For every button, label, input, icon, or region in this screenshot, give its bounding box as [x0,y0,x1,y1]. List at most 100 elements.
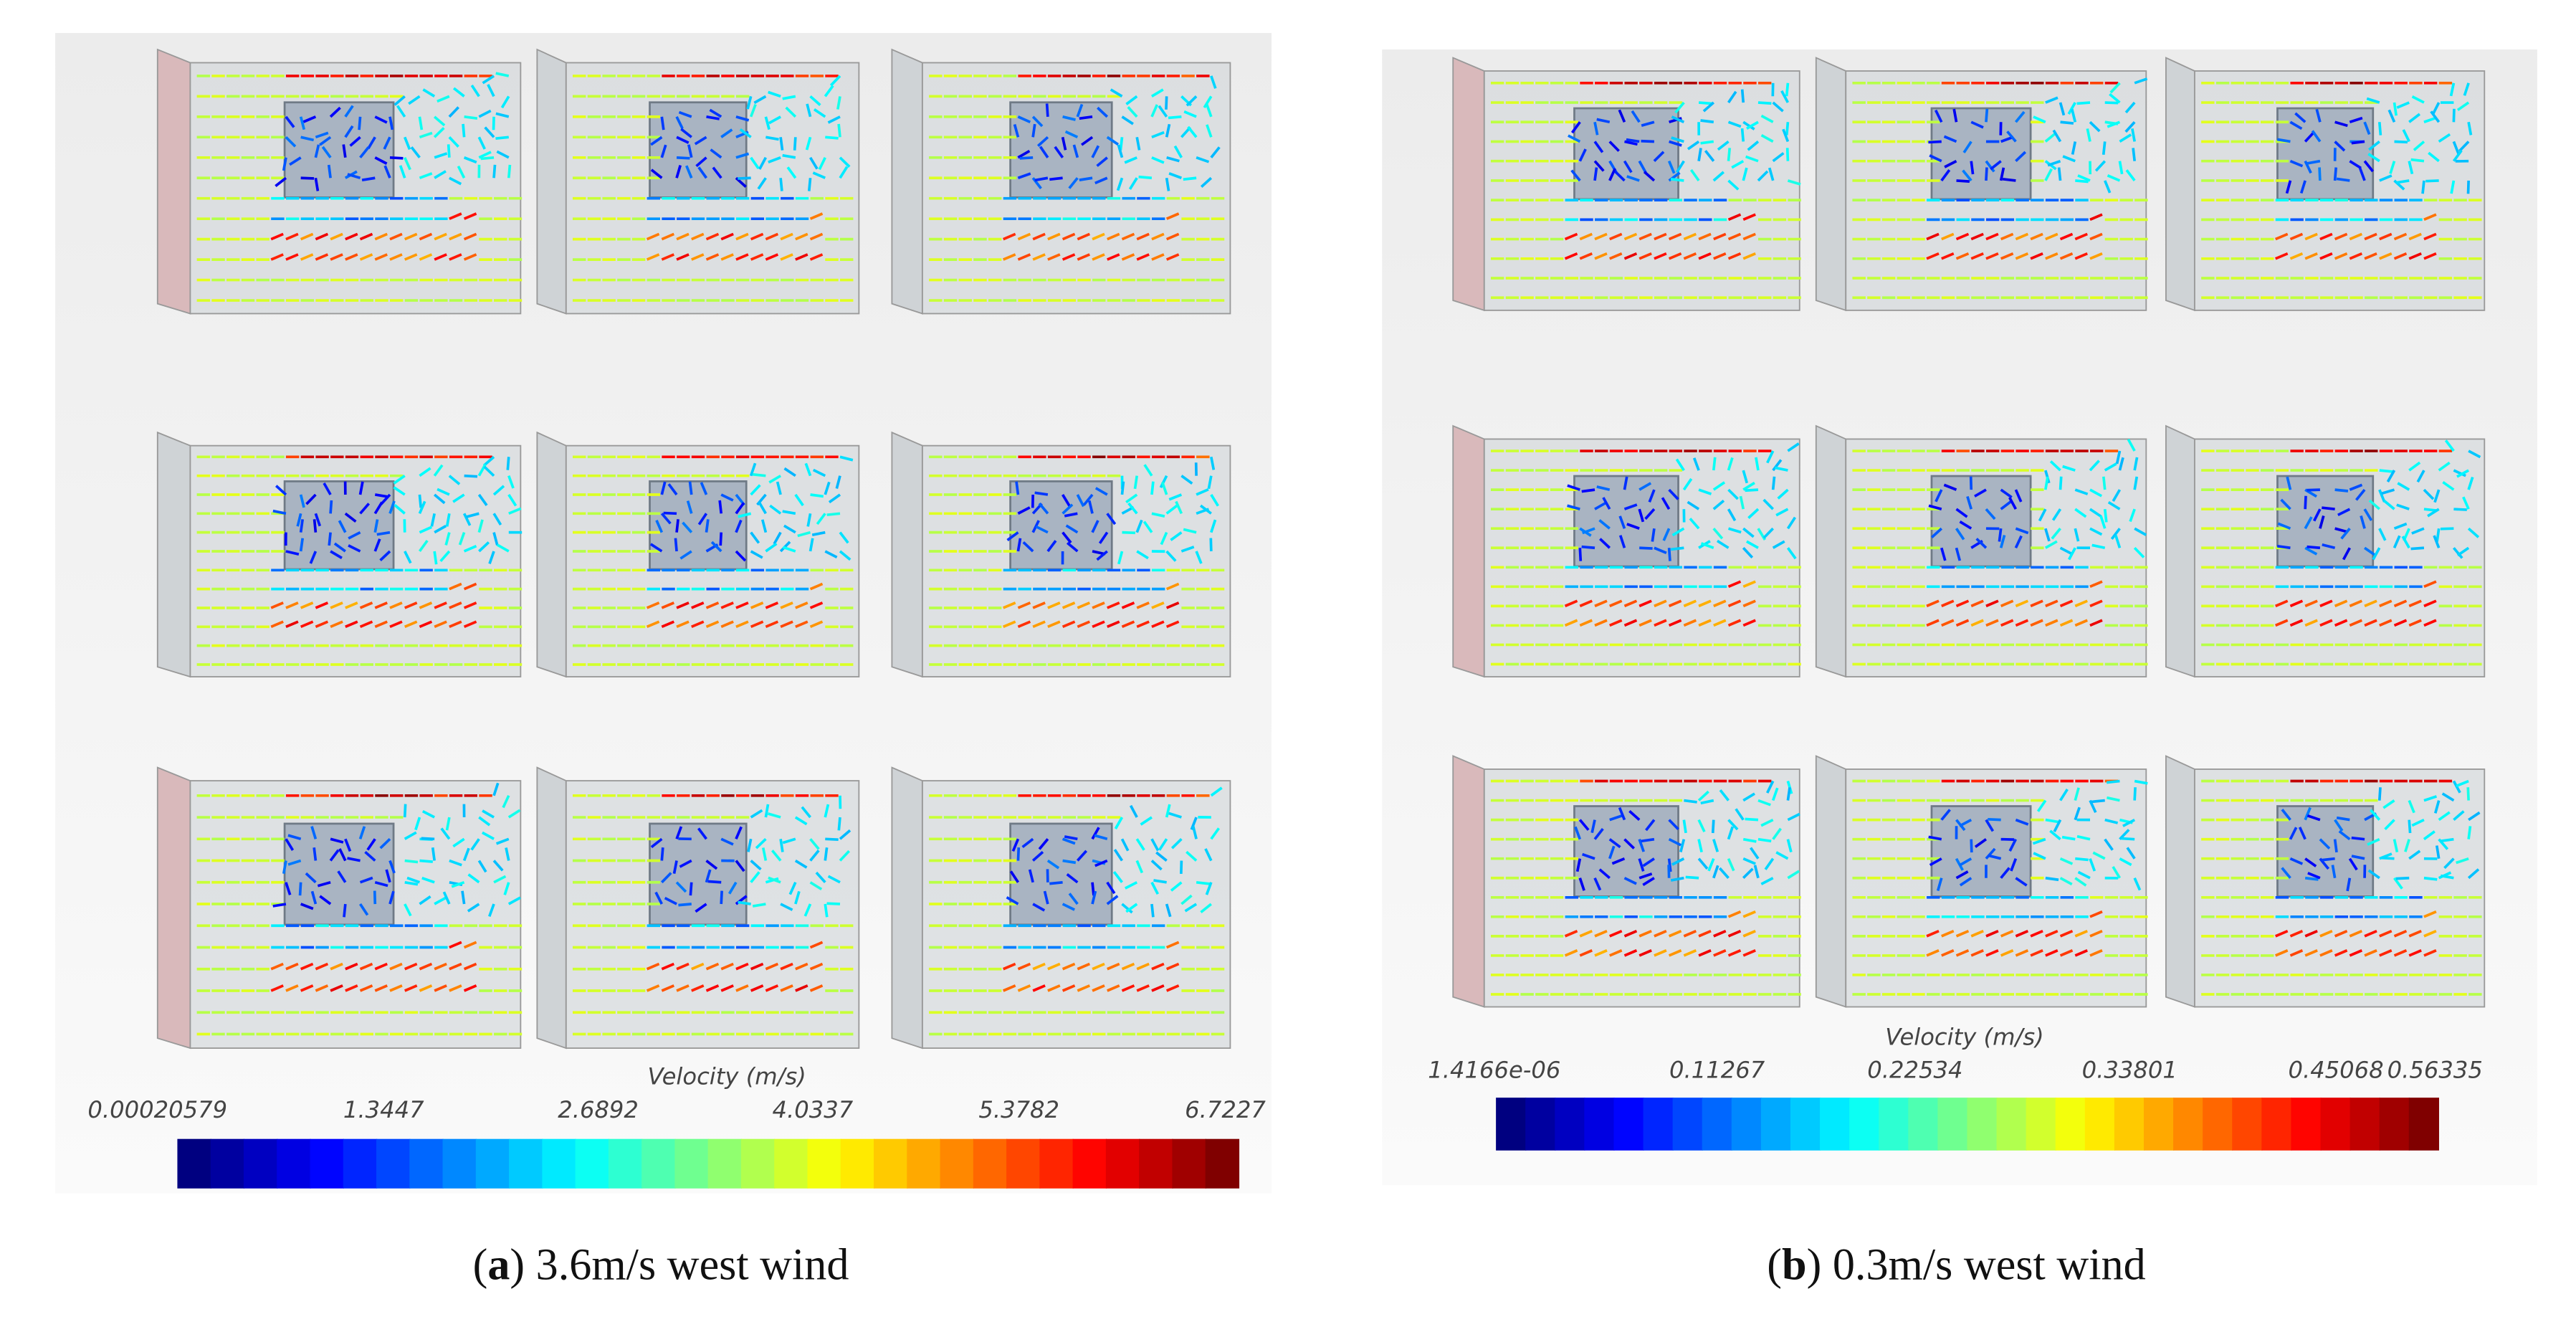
velocity-vector [2423,930,2437,938]
velocity-vector [1638,839,1645,852]
velocity-vector [2074,252,2088,260]
velocity-vector [1107,984,1120,992]
velocity-vector [296,513,302,527]
velocity-vector [463,232,477,241]
velocity-vector [2036,799,2047,812]
velocity-vector [1926,232,1940,241]
velocity-vector [765,542,778,553]
velocity-vector [463,545,477,553]
obstacle-block [2276,805,2375,898]
velocity-vector [1766,450,1775,464]
velocity-vector [1687,500,1700,510]
velocity-vector [298,882,302,896]
velocity-vector [347,173,361,180]
velocity-vector [313,519,318,533]
colorbar-segment [1525,1098,1556,1151]
velocity-vector [1068,177,1079,189]
velocity-vector [1716,539,1730,549]
velocity-vector [806,103,812,118]
velocity-vector [1065,524,1079,534]
velocity-vector [1183,110,1197,118]
velocity-vector [1047,962,1061,971]
velocity-vector [328,532,332,546]
velocity-vector [1579,232,1593,241]
velocity-vector [809,941,824,949]
velocity-vector [449,253,462,261]
velocity-vector [492,513,502,526]
velocity-vector [2030,949,2043,957]
velocity-vector [1091,882,1095,896]
velocity-vector [1120,838,1130,852]
velocity-vector [1061,136,1067,151]
velocity-vector [1121,253,1135,261]
velocity-vector [285,550,300,556]
velocity-vector [679,550,692,560]
velocity-vector [449,620,462,629]
velocity-vector [1689,518,1700,530]
velocity-vector [2334,252,2348,260]
velocity-vector [1199,504,1212,515]
velocity-vector [1661,497,1671,510]
velocity-vector [691,601,705,609]
velocity-vector [1107,232,1120,241]
velocity-vector [1062,232,1076,241]
velocity-vector [2014,535,2023,549]
colorbar-segment [2084,1098,2116,1151]
velocity-vector [2044,132,2057,143]
velocity-vector [1028,869,1034,883]
velocity-vector [1017,601,1031,609]
velocity-vector [809,838,820,850]
velocity-vector [299,519,305,533]
velocity-vector [706,115,720,120]
velocity-vector [1772,152,1785,163]
velocity-vector [434,253,447,261]
velocity-vector [449,212,462,220]
velocity-vector [1031,520,1040,533]
velocity-vector [2336,816,2350,822]
velocity-vector [2408,232,2422,241]
velocity-vector [404,859,419,864]
velocity-vector [359,962,373,971]
velocity-vector [2408,599,2422,608]
velocity-vector [2466,180,2470,194]
velocity-vector [1046,860,1060,870]
velocity-vector [1644,508,1656,520]
velocity-vector [676,232,690,241]
velocity-vector [1121,601,1135,609]
velocity-vector [1609,814,1623,822]
velocity-vector [285,962,299,971]
velocity-vector [839,829,851,840]
velocity-vector [2311,130,2322,143]
velocity-vector [404,984,418,992]
velocity-vector [282,860,287,874]
velocity-vector [310,890,318,905]
velocity-vector [2125,169,2136,182]
velocity-vector [1959,877,1972,887]
velocity-vector [1564,930,1578,938]
velocity-vector [1151,620,1165,629]
velocity-vector [1707,858,1715,872]
velocity-vector [1974,838,1988,848]
velocity-vector [1970,619,1984,627]
velocity-vector [765,601,779,609]
colorbar-segment [1849,1098,1880,1151]
velocity-vector [1727,819,1739,831]
velocity-vector [2334,120,2348,128]
velocity-vector [750,601,764,609]
room-side-face [536,766,567,1050]
velocity-vector [2393,877,2403,890]
velocity-vector [374,232,388,241]
colorbar-segment [1996,1098,2027,1151]
velocity-vector [1626,138,1640,143]
velocity-vector [779,178,783,191]
colorbar-segment [2026,1098,2056,1151]
velocity-vector [361,176,376,181]
velocity-vector [275,485,287,496]
velocity-vector [1626,523,1640,530]
velocity-vector [1121,232,1135,241]
velocity-vector [1985,160,1995,173]
velocity-vector [1128,177,1138,190]
velocity-vector [720,984,734,992]
velocity-vector [1031,115,1044,128]
velocity-vector [2304,546,2318,556]
